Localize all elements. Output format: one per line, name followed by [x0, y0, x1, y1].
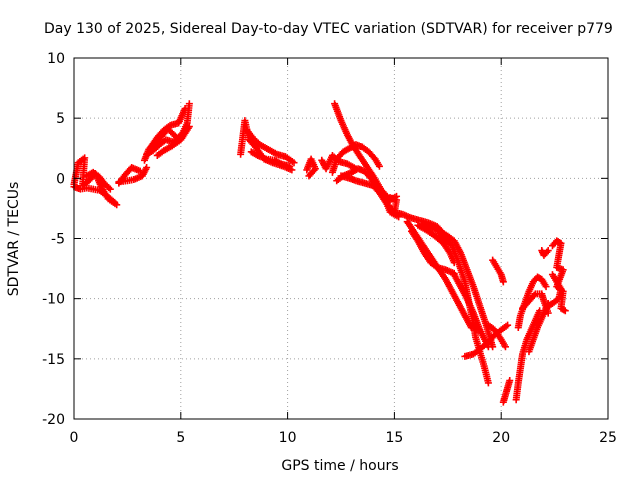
x-tick-label: 25 [599, 430, 617, 446]
y-tick-label: 10 [47, 51, 65, 67]
grid [74, 58, 608, 419]
y-tick-label: 0 [56, 171, 65, 187]
x-axis-label: GPS time / hours [281, 458, 398, 474]
chart-title: Day 130 of 2025, Sidereal Day-to-day VTE… [44, 21, 613, 37]
data-point [504, 321, 512, 329]
data-point [544, 302, 552, 310]
data-point [181, 105, 189, 113]
data-point [143, 164, 151, 172]
data-point [106, 185, 114, 193]
data-point [286, 162, 294, 170]
data-point [185, 100, 193, 108]
data-point [375, 162, 383, 170]
data-point [544, 247, 552, 255]
data-point [560, 306, 568, 314]
axis-ticks: 0 5 10 15 20 25 -20 -15 -10 -5 0 5 10 [42, 51, 617, 446]
data-point [109, 197, 117, 205]
data-point [542, 283, 550, 291]
data-point [501, 343, 509, 351]
data-point [546, 301, 554, 309]
y-axis-label: SDTVAR / TECUs [6, 182, 22, 297]
data-point [111, 198, 119, 206]
x-tick-label: 5 [176, 430, 185, 446]
y-tick-label: -20 [42, 412, 65, 428]
data-point [305, 172, 313, 180]
data-point [499, 278, 507, 286]
y-tick-label: 5 [56, 111, 65, 127]
data-point [530, 291, 538, 299]
x-tick-label: 0 [70, 430, 79, 446]
data-point [506, 376, 514, 384]
data-point [185, 123, 193, 131]
data-point [484, 379, 492, 387]
data-points [70, 100, 569, 406]
data-point [288, 166, 296, 174]
y-tick-label: -15 [42, 352, 65, 368]
x-tick-label: 10 [279, 430, 297, 446]
x-tick-label: 15 [385, 430, 403, 446]
data-point [306, 170, 314, 178]
y-tick-label: -10 [42, 292, 65, 308]
data-point [561, 307, 569, 315]
x-tick-label: 20 [492, 430, 510, 446]
y-tick-label: -5 [51, 232, 65, 248]
data-point [290, 159, 298, 167]
